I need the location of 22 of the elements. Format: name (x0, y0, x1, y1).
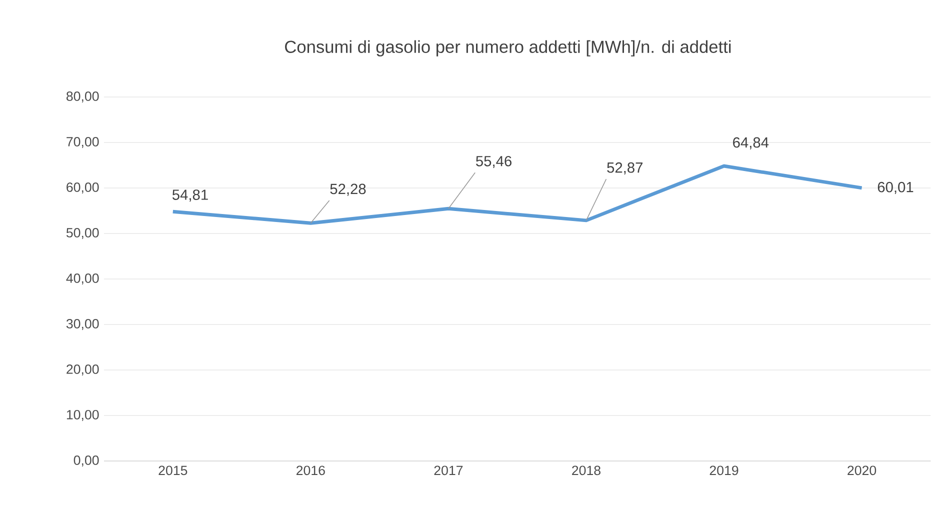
chart-title: Consumi di gasolio per numero addetti [MWh]/n. di addetti (285, 40, 731, 56)
x-tick-label: 2020 (848, 466, 876, 476)
y-tick-label: 40,00 (66, 273, 99, 285)
x-tick-label: 2017 (434, 466, 463, 476)
x-tick-label: 2018 (572, 466, 600, 476)
y-tick-label: 0,00 (74, 455, 99, 467)
x-tick-label: 2019 (710, 466, 738, 476)
data-label: 60,01 (878, 182, 914, 194)
data-label: 52,87 (607, 162, 642, 175)
y-tick-label: 30,00 (66, 318, 99, 330)
data-label: 55,46 (476, 156, 512, 168)
x-tick-label: 2015 (158, 466, 188, 476)
y-tick-label: 70,00 (66, 137, 99, 148)
data-label: 54,81 (172, 190, 208, 202)
y-tick-label: 10,00 (66, 410, 99, 422)
data-label: 64,84 (733, 137, 769, 150)
x-tick-label: 2016 (296, 466, 325, 476)
data-label: 52,28 (330, 184, 366, 196)
y-tick-label: 20,00 (66, 364, 99, 376)
y-tick-label: 80,00 (66, 92, 99, 103)
y-tick-label: 60,00 (66, 182, 99, 194)
y-tick-label: 50,00 (66, 228, 99, 240)
